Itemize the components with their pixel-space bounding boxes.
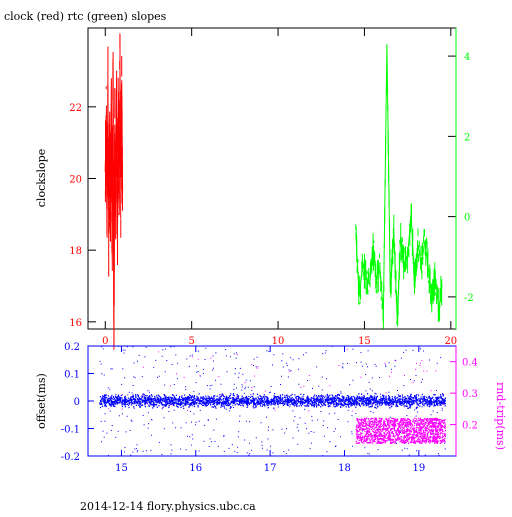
- top-y-tick-label-right: 4: [464, 52, 470, 63]
- round-trip-scatter-points: [108, 348, 445, 412]
- bottom-y-tick-label-right: 0.3: [462, 389, 478, 400]
- footer-caption: 2014-12-14 flory.physics.ubc.ca: [80, 500, 256, 512]
- bottom-axes-group: 15 16 17 18 19 -0.2 -0.1 0 0.1 0.2 0.2 0.3 0.4: [61, 342, 478, 474]
- top-x-tick-label: 20: [444, 336, 457, 347]
- clock-slope-jitter: [104, 33, 123, 350]
- bottom-y-tick-label-left: 0.1: [64, 370, 80, 381]
- top-y-tick-label-left: 22: [69, 103, 82, 114]
- bottom-y-tick-label-left: 0: [74, 397, 80, 408]
- top-y-tick-label-left: 20: [69, 175, 82, 186]
- top-series-group: [104, 33, 443, 350]
- bottom-y-tick-label-left: 0.2: [64, 342, 80, 353]
- top-plot-frame: [87, 27, 457, 330]
- top-y-tick-label-right: 0: [464, 213, 470, 224]
- top-y-tick-label-left: 18: [69, 246, 82, 257]
- top-y-axis-label: clockslope: [35, 149, 48, 207]
- top-chart: clock (red) rtc (green) slopes 0 5 10 15 201…: [4, 10, 474, 350]
- bottom-x-tick-label: 17: [264, 463, 277, 474]
- offset-dense-band: [99, 392, 446, 410]
- bottom-y-tick-label-left: -0.2: [61, 452, 80, 463]
- bottom-y-tick-label-right: 0.4: [462, 358, 478, 369]
- bottom-y-tick-label-right: 0.2: [462, 421, 478, 432]
- bottom-y-tick-label-left: -0.1: [61, 425, 80, 436]
- top-y-tick-label-right: 2: [464, 132, 470, 143]
- offset-scatter-points: [99, 345, 446, 457]
- bottom-x-tick-label: 19: [412, 463, 425, 474]
- round-trip-points: [355, 417, 446, 445]
- bottom-chart: 15 16 17 18 19 -0.2 -0.1 0 0.1 0.2 0.2 0.3 0.4 offse…: [35, 342, 507, 474]
- top-axes-group: 0 5 10 15 20 16 18 20 22 -2 0 2 4: [69, 28, 474, 347]
- top-x-tick-label: 15: [358, 336, 371, 347]
- chart-title: clock (red) rtc (green) slopes: [4, 10, 167, 23]
- top-x-tick-label: 10: [272, 336, 285, 347]
- bottom-x-tick-label: 16: [189, 463, 202, 474]
- top-y-tick-label-left: 16: [69, 318, 82, 329]
- top-y-tick-label-right: -2: [464, 293, 474, 304]
- bottom-right-y-axis-label: rnd-trip(ms): [494, 382, 507, 450]
- rtc-slope-jitter: [355, 46, 443, 329]
- bottom-y-axis-label: offset(ms): [35, 373, 48, 429]
- top-x-tick-label: 0: [102, 336, 108, 347]
- bottom-series-group: [99, 345, 446, 457]
- bottom-x-tick-label: 15: [115, 463, 128, 474]
- bottom-x-tick-label: 18: [338, 463, 351, 474]
- top-x-tick-label: 5: [188, 336, 194, 347]
